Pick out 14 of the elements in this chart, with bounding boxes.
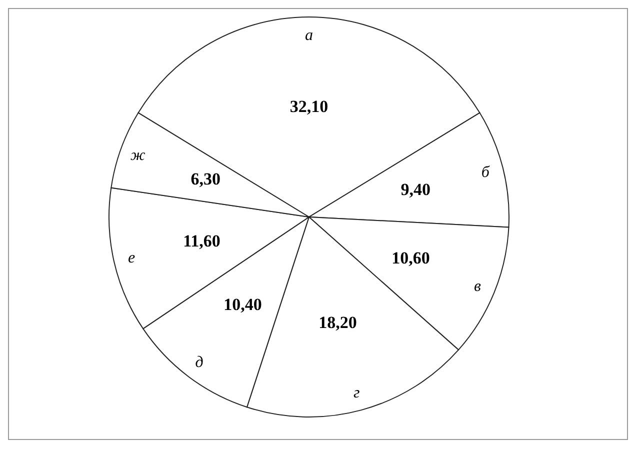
data-label: 10,60: [392, 248, 430, 268]
slice-label: г: [353, 384, 360, 402]
data-label: 18,20: [318, 313, 357, 332]
slice-label: е: [128, 249, 136, 266]
data-label: 6,30: [190, 170, 220, 189]
slice-label: ж: [130, 147, 146, 164]
slice-label: а: [305, 27, 313, 44]
data-label: 11,60: [183, 231, 220, 250]
data-label: 9,40: [400, 180, 430, 199]
data-label: 10,40: [224, 294, 262, 314]
slice-label: д: [195, 354, 204, 372]
data-label: 32,10: [290, 97, 328, 116]
slice-label: в: [474, 278, 481, 295]
slice-label: б: [481, 164, 490, 182]
